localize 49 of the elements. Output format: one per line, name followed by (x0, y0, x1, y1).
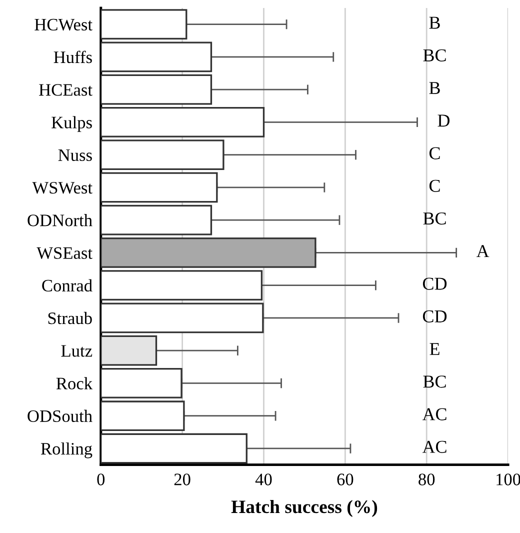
annotation: A (476, 245, 490, 258)
x-tick-label: 40 (255, 474, 272, 486)
y-tick-label: ODSouth (28, 410, 92, 422)
y-tick-label: Lutz (61, 345, 92, 357)
annotation: BC (423, 212, 446, 225)
annotation: B (429, 16, 440, 29)
x-tick-label: 60 (337, 474, 354, 486)
annotation: CD (422, 278, 447, 290)
bar (100, 42, 212, 72)
bar (100, 74, 212, 105)
y-tick-label: Straub (48, 312, 92, 324)
x-tick-label: 0 (97, 474, 105, 486)
bar (100, 140, 224, 170)
bar (100, 335, 158, 366)
x-axis-title: Hatch success (%) (231, 500, 378, 517)
y-tick-label: Huffs (54, 50, 92, 64)
annotation: C (429, 180, 440, 192)
annotation: BC (423, 49, 446, 62)
y-tick-label: WSEast (36, 247, 92, 259)
y-tick-label: HCEast (39, 84, 92, 96)
y-tick-label: WSWest (32, 182, 92, 194)
bar (100, 204, 212, 236)
y-tick-label: Kulps (52, 116, 92, 132)
y-tick-label: Rock (56, 377, 93, 390)
bar (100, 172, 218, 203)
annotation: B (429, 82, 440, 94)
annotation: AC (422, 440, 446, 453)
bar (100, 433, 248, 464)
bar (100, 302, 264, 334)
annotation: CD (422, 310, 447, 322)
annotation: BC (423, 376, 446, 388)
bar (100, 270, 263, 301)
y-tick-label: Conrad (42, 279, 92, 292)
x-tick-label: 20 (174, 474, 190, 486)
bar (100, 9, 188, 40)
y-tick-label: HCWest (34, 18, 92, 31)
bar (100, 400, 185, 432)
bar (100, 368, 182, 398)
y-tick-label: Rolling (40, 442, 92, 458)
y-tick-label: Nuss (58, 149, 92, 162)
annotation: D (438, 114, 450, 127)
annotation: C (429, 147, 440, 160)
annotation: E (430, 343, 440, 355)
bar (100, 238, 316, 268)
x-tick-label: 100 (496, 474, 520, 486)
annotation: AC (422, 408, 446, 420)
x-tick-label: 80 (418, 474, 435, 486)
bar (100, 107, 265, 138)
y-tick-label: ODNorth (28, 214, 92, 226)
